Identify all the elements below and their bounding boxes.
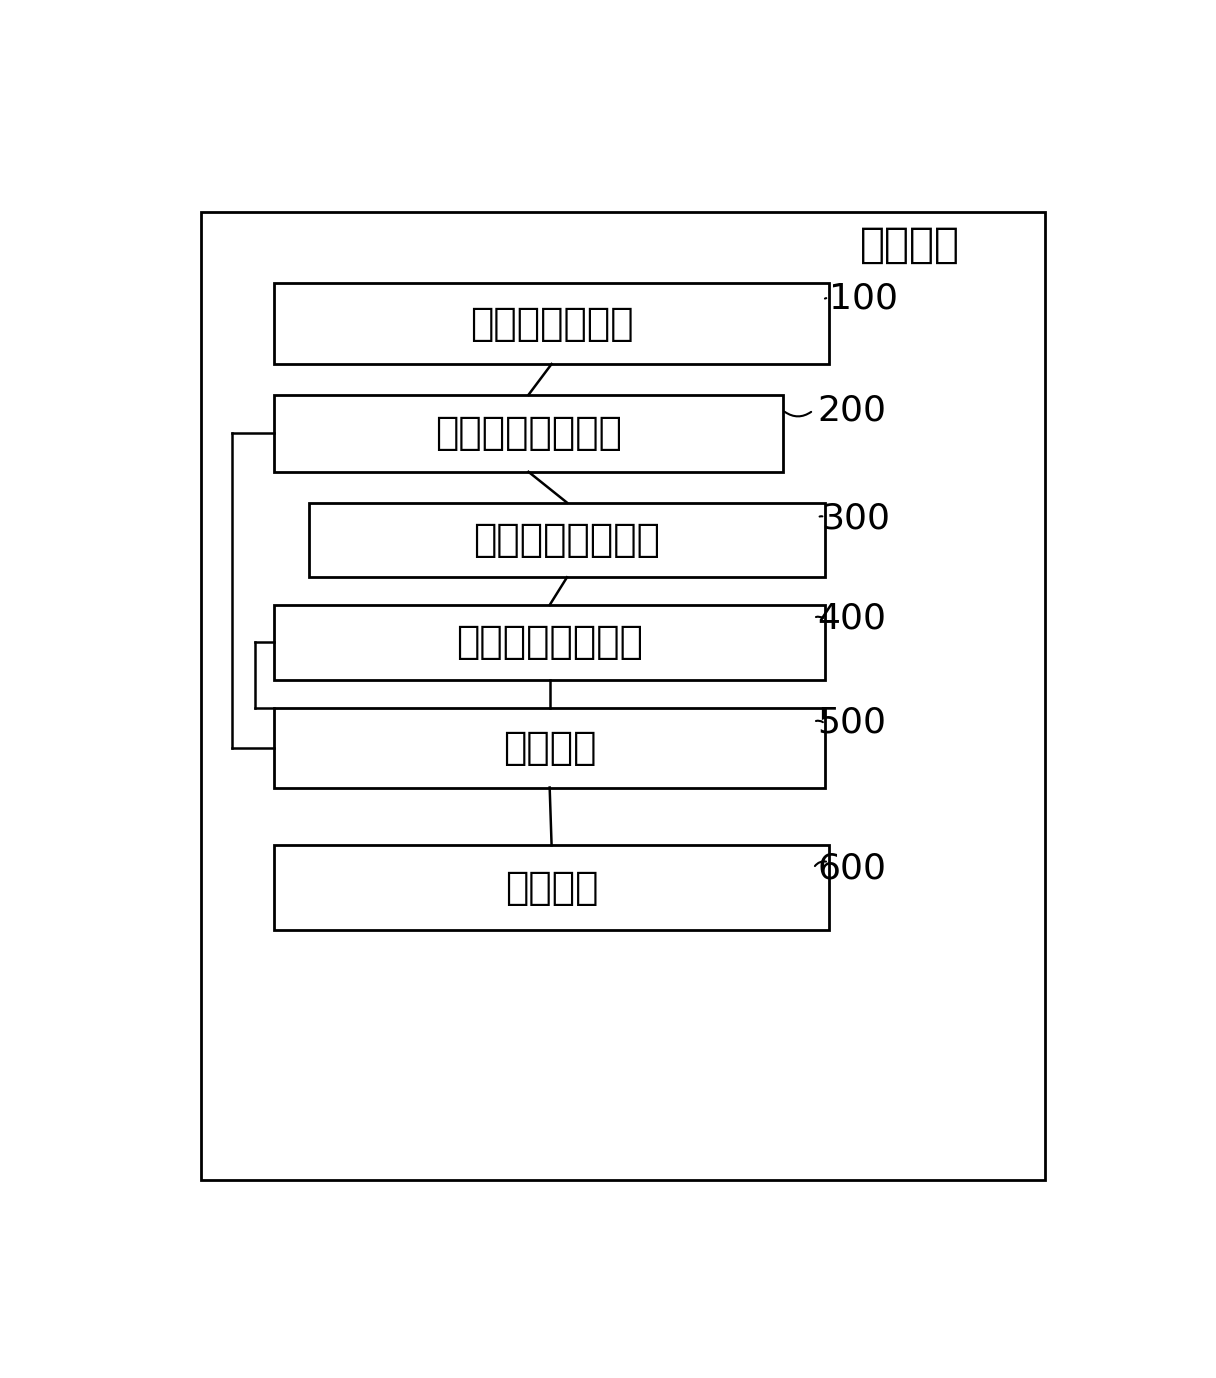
Text: 400: 400 [817, 601, 886, 635]
Text: 200: 200 [817, 393, 886, 427]
Bar [275, 395, 783, 471]
Text: 优化模块: 优化模块 [503, 729, 596, 768]
Bar [275, 845, 829, 930]
Text: 500: 500 [817, 706, 886, 739]
Bar [275, 708, 824, 787]
Text: 虚拟机端: 虚拟机端 [860, 223, 959, 266]
Text: 100: 100 [829, 281, 897, 316]
FancyBboxPatch shape [201, 212, 1046, 1180]
Text: 质量数据获取模块: 质量数据获取模块 [456, 623, 643, 661]
Text: 输出模块: 输出模块 [505, 868, 598, 907]
Text: 600: 600 [817, 852, 886, 886]
Bar [275, 605, 824, 679]
Text: 运动数据获取模块: 运动数据获取模块 [473, 521, 660, 559]
Text: 300: 300 [821, 502, 890, 535]
Bar [309, 503, 824, 577]
Text: 工艺数据生成模块: 工艺数据生成模块 [435, 415, 623, 452]
Bar [275, 282, 829, 364]
Text: 孪生体生成模块: 孪生体生成模块 [469, 305, 634, 343]
